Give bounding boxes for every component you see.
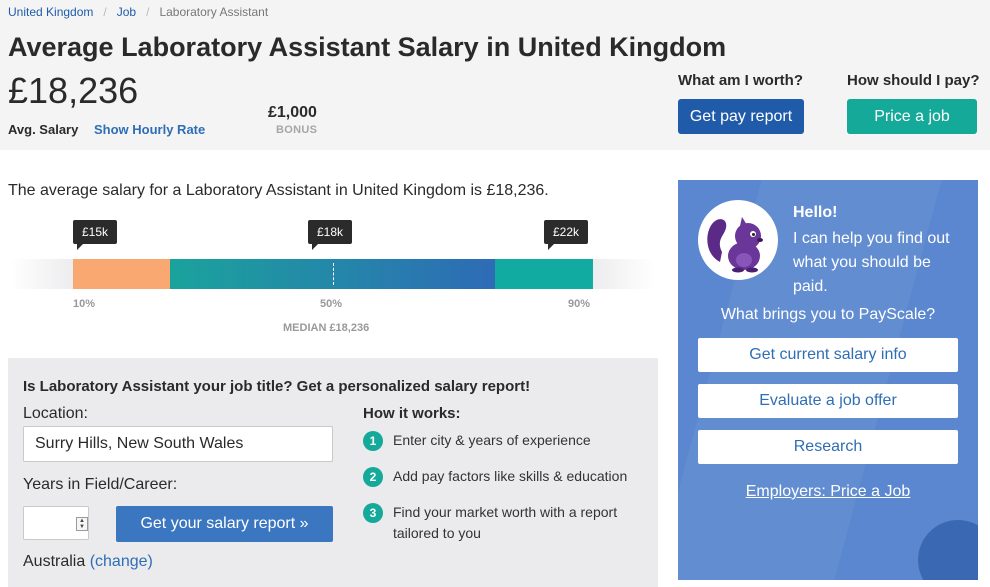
breadcrumb-country[interactable]: United Kingdom [8, 5, 94, 19]
median-label: MEDIAN £18,236 [283, 322, 370, 334]
step-3-number: 3 [363, 503, 383, 523]
tooltip-median: £18k [308, 220, 353, 250]
percentile-50-label: 50% [320, 298, 343, 310]
salary-distribution-chart: £15k £18k £22k 10% 50% 90% MEDIAN £18,23… [0, 215, 660, 345]
tooltip-low: £15k [73, 220, 118, 250]
country-name: Australia [23, 553, 86, 570]
years-input[interactable]: ▲ ▼ [23, 506, 89, 540]
step-1-text: Enter city & years of experience [393, 432, 591, 448]
percentile-90-label: 90% [568, 298, 591, 310]
number-spinner-icon[interactable]: ▲ ▼ [76, 517, 88, 531]
average-salary-value: £18,236 [8, 70, 139, 111]
evaluate-job-offer-button[interactable]: Evaluate a job offer [698, 384, 958, 418]
step-3-text: Find your market worth with a report tai… [393, 504, 618, 541]
worth-question: What am I worth? [678, 72, 803, 89]
bonus-label: BONUS [276, 124, 318, 136]
breadcrumb: United Kingdom / Job / Laboratory Assistant [8, 5, 268, 19]
pay-question: How should I pay? [847, 72, 980, 89]
decorative-circle [918, 520, 978, 580]
squirrel-mascot-icon [698, 200, 778, 280]
price-a-job-button[interactable]: Price a job [847, 99, 977, 134]
country-line: Australia (change) [23, 553, 153, 571]
breadcrumb-separator: / [146, 5, 150, 19]
breadcrumb-job[interactable]: Job [116, 5, 137, 19]
bonus-value: £1,000 [268, 104, 317, 121]
breadcrumb-separator: / [103, 5, 107, 19]
get-salary-report-button[interactable]: Get your salary report » [116, 506, 333, 542]
get-pay-report-button[interactable]: Get pay report [678, 99, 804, 134]
segment-high [495, 259, 593, 289]
location-input[interactable]: Surry Hills, New South Wales [23, 426, 333, 462]
research-button[interactable]: Research [698, 430, 958, 464]
breadcrumb-current: Laboratory Assistant [159, 5, 269, 19]
employers-price-job-link[interactable]: Employers: Price a Job [745, 483, 911, 500]
get-current-salary-info-button[interactable]: Get current salary info [698, 338, 958, 372]
page-title: Average Laboratory Assistant Salary in U… [8, 32, 727, 62]
assistant-question: What brings you to PayScale? [720, 306, 936, 323]
average-salary-label: Avg. Salary [8, 122, 79, 137]
salary-summary: The average salary for a Laboratory Assi… [8, 182, 549, 199]
assistant-panel: Hello! I can help you find out what you … [678, 180, 978, 580]
location-label: Location: [23, 405, 88, 422]
how-it-works-title: How it works: [363, 405, 461, 422]
form-title: Is Laboratory Assistant your job title? … [23, 378, 531, 395]
salary-header: United Kingdom / Job / Laboratory Assistant … [0, 0, 990, 150]
assistant-greeting: Hello! [793, 204, 838, 221]
salary-report-form: Is Laboratory Assistant your job title? … [8, 358, 658, 587]
step-2-text: Add pay factors like skills & education [393, 468, 628, 484]
tooltip-high: £22k [544, 220, 589, 250]
percentile-10-label: 10% [73, 298, 96, 310]
change-country-link[interactable]: (change) [89, 553, 153, 570]
median-marker [333, 263, 334, 285]
step-1-number: 1 [363, 431, 383, 451]
assistant-message: I can help you find out what you should … [793, 230, 950, 295]
segment-low [73, 259, 170, 289]
segment-mid [170, 259, 495, 289]
years-label: Years in Field/Career: [23, 476, 178, 493]
step-2-number: 2 [363, 467, 383, 487]
location-value: Surry Hills, New South Wales [35, 435, 244, 452]
show-hourly-rate-link[interactable]: Show Hourly Rate [94, 122, 206, 137]
